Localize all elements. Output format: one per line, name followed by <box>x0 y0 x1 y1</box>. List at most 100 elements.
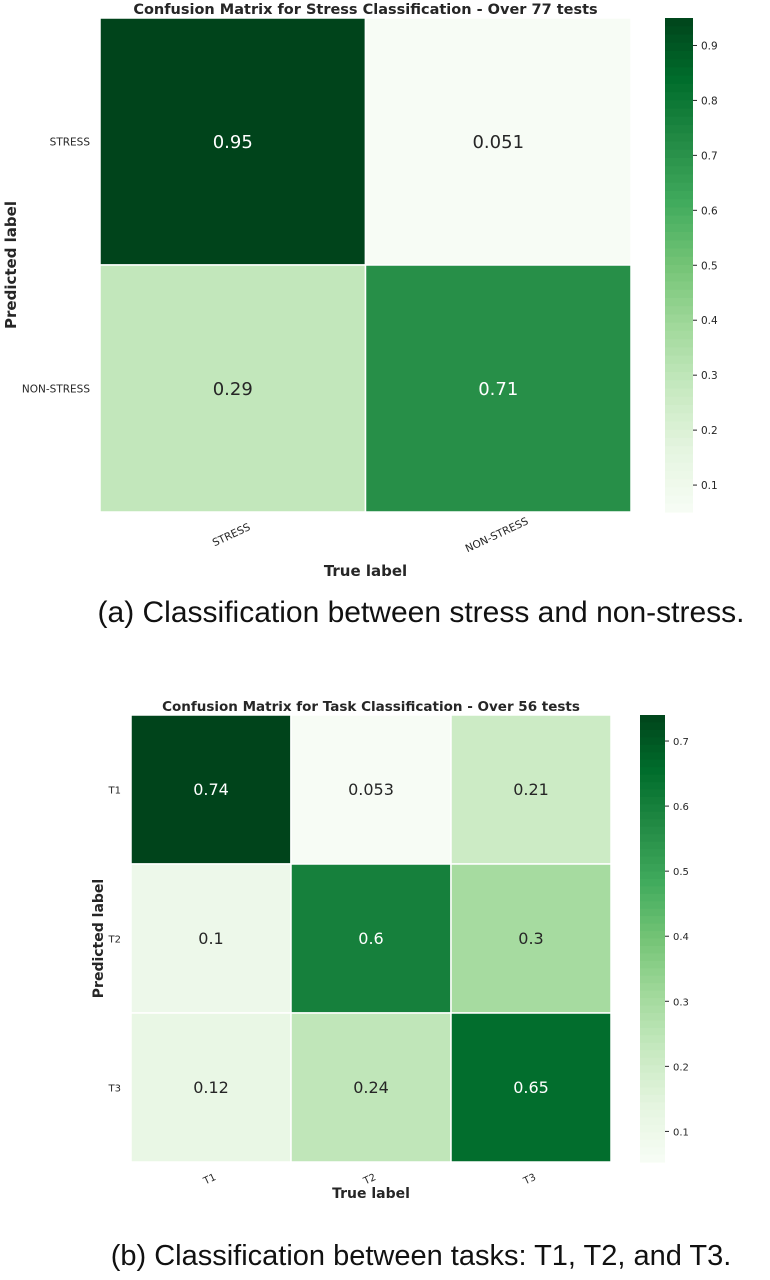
y-axis-label: Predicted label <box>91 879 107 998</box>
colorbar-segment <box>640 1147 665 1156</box>
colorbar-segment <box>640 1005 665 1014</box>
colorbar-segment <box>665 42 693 52</box>
colorbar-segment <box>665 297 693 307</box>
colorbar-segment <box>640 1087 665 1096</box>
x-tick-label: NON-STRESS <box>464 515 531 555</box>
colorbar-segment <box>640 1042 665 1051</box>
colorbar-segment <box>665 232 693 241</box>
colorbar-segment <box>665 92 693 101</box>
colorbar-segment <box>665 83 693 93</box>
colorbar-segment <box>640 1124 665 1133</box>
colorbar-tick-label: 0.5 <box>673 867 689 878</box>
x-tick-label: T2 <box>361 1172 378 1188</box>
colorbar-segment <box>640 1102 665 1111</box>
colorbar-tick-label: 0.7 <box>673 737 689 748</box>
y-tick-label: T2 <box>108 935 121 946</box>
colorbar-segment <box>640 983 665 992</box>
colorbar-segment <box>640 1057 665 1066</box>
heatmap-cell <box>450 863 612 1014</box>
colorbar-segment <box>640 908 665 917</box>
colorbar-segment <box>640 1065 665 1074</box>
colorbar-segment <box>665 429 693 439</box>
colorbar-segment <box>640 811 665 820</box>
cell-value-label: 0.053 <box>348 780 394 799</box>
colorbar-segment <box>665 388 693 398</box>
x-axis-label: True label <box>332 1186 410 1202</box>
colorbar-segment <box>665 446 693 455</box>
colorbar-segment <box>640 893 665 902</box>
colorbar-tick-label: 0.3 <box>701 370 718 382</box>
colorbar-segment <box>640 968 665 977</box>
colorbar-segment <box>665 487 693 497</box>
colorbar-segment <box>665 174 693 184</box>
colorbar-segment <box>665 495 693 505</box>
colorbar-segment <box>640 849 665 858</box>
colorbar-segment <box>640 998 665 1007</box>
colorbar-tick-label: 0.4 <box>673 932 689 943</box>
heatmap-cell <box>450 1012 612 1163</box>
heatmap-cell <box>130 863 292 1014</box>
y-tick-label: STRESS <box>50 137 91 149</box>
colorbar-segment <box>640 1139 665 1148</box>
heatmap-cell <box>450 714 612 865</box>
colorbar-segment <box>640 1132 665 1141</box>
y-tick-label: T1 <box>108 786 121 797</box>
cell-value-label: 0.24 <box>353 1078 389 1097</box>
colorbar-segment <box>640 960 665 969</box>
cell-value-label: 0.71 <box>478 379 518 400</box>
x-tick-label: T3 <box>521 1172 538 1188</box>
colorbar-segment <box>640 737 665 746</box>
colorbar-tick-label: 0.1 <box>701 480 718 492</box>
colorbar-segment <box>665 437 693 447</box>
colorbar-segment <box>665 182 693 192</box>
colorbar-segment <box>665 363 693 373</box>
colorbar-segment <box>665 108 693 118</box>
colorbar-segment <box>665 306 693 315</box>
heatmap-cell <box>290 714 452 865</box>
colorbar-segment <box>640 834 665 843</box>
heatmap-cell <box>364 17 632 266</box>
colorbar-segment <box>665 380 693 390</box>
colorbar-segment <box>665 355 693 365</box>
colorbar-segment <box>640 774 665 783</box>
colorbar-segment <box>665 330 693 340</box>
colorbar-segment <box>665 281 693 291</box>
colorbar-segment <box>665 75 693 85</box>
colorbar-segment <box>665 273 693 283</box>
heatmap-cell <box>99 264 367 513</box>
colorbar-segment <box>665 240 693 250</box>
colorbar-segment <box>640 871 665 880</box>
x-tick-label: T1 <box>201 1172 218 1188</box>
stress-confusion-matrix: Confusion Matrix for Stress Classificati… <box>2 2 718 580</box>
colorbar-segment <box>640 931 665 940</box>
y-tick-label: NON-STRESS <box>22 384 90 396</box>
y-tick-label: T3 <box>108 1084 121 1095</box>
colorbar-segment <box>640 782 665 791</box>
cell-value-label: 0.6 <box>358 929 383 948</box>
x-tick-label: STRESS <box>211 521 253 549</box>
colorbar-segment <box>640 990 665 999</box>
colorbar-segment <box>665 157 693 167</box>
cell-value-label: 0.051 <box>472 132 524 153</box>
colorbar-segment <box>640 1027 665 1036</box>
colorbar-segment <box>665 199 693 208</box>
colorbar-segment <box>640 826 665 835</box>
colorbar-tick-label: 0.8 <box>701 95 718 107</box>
task-confusion-matrix: Confusion Matrix for Task Classification… <box>91 699 689 1202</box>
colorbar-segment <box>665 34 693 44</box>
colorbar-segment <box>665 223 693 233</box>
colorbar-segment <box>665 248 693 258</box>
colorbar-segment <box>640 886 665 895</box>
colorbar-segment <box>640 804 665 813</box>
colorbar-segment <box>665 256 693 266</box>
colorbar-tick-label: 0.2 <box>701 425 718 437</box>
colorbar-segment <box>640 729 665 738</box>
colorbar-segment <box>640 901 665 910</box>
colorbar-segment <box>640 916 665 925</box>
colorbar-segment <box>665 149 693 159</box>
colorbar-segment <box>665 59 693 68</box>
colorbar-segment <box>640 789 665 798</box>
y-axis-label: Predicted label <box>2 201 20 329</box>
colorbar-segment <box>665 125 693 134</box>
colorbar-segment <box>665 166 693 176</box>
